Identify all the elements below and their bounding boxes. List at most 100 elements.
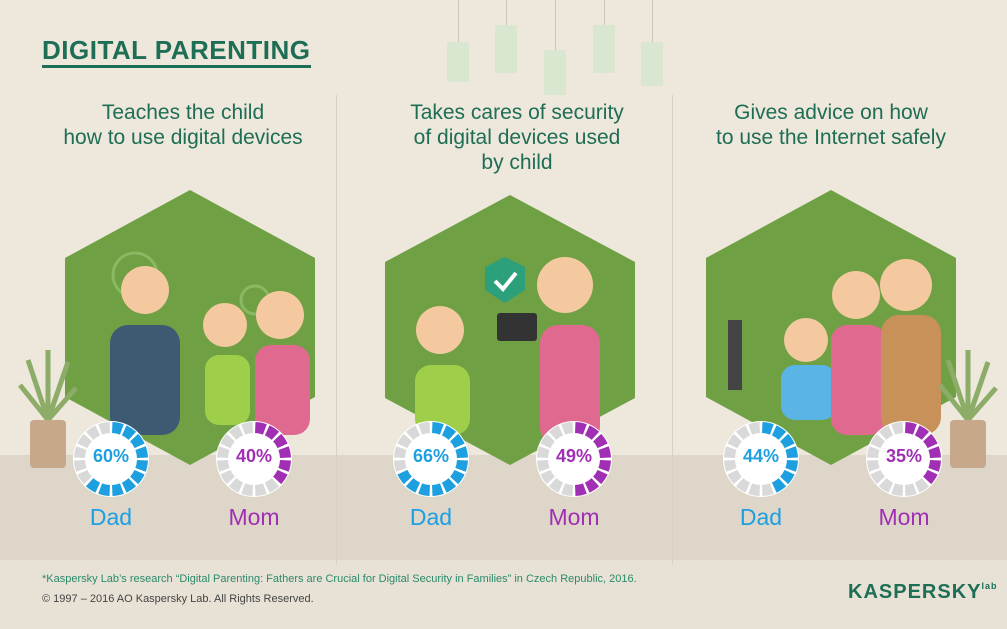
donut-segment xyxy=(278,446,291,458)
mom-percent-label: 40% xyxy=(235,446,273,466)
donut-segment xyxy=(418,483,430,496)
donut-segment xyxy=(780,433,795,449)
mom-percentage-donut: 40% Mom xyxy=(215,420,293,531)
donut-ring xyxy=(723,421,799,497)
donut-segment xyxy=(273,469,288,485)
donut-segment xyxy=(540,469,555,485)
donut-segment xyxy=(540,433,555,449)
donut-segment xyxy=(135,460,148,472)
heading-line: Takes cares of security xyxy=(410,101,624,124)
donut-segment xyxy=(255,422,267,435)
donut-segment xyxy=(561,422,573,435)
donut-segment xyxy=(867,446,880,458)
donut-segment xyxy=(77,433,92,449)
donut-segment xyxy=(405,478,421,493)
donut-segment xyxy=(928,460,941,472)
donut-segment xyxy=(441,478,457,493)
donut-ring xyxy=(73,421,149,497)
heading-line: by child xyxy=(481,151,553,174)
donut-segment xyxy=(397,469,412,485)
mom-percent-label: 49% xyxy=(555,446,593,466)
plant-icon xyxy=(938,350,998,468)
donut-segment xyxy=(418,422,430,435)
donut-segment xyxy=(748,483,760,496)
donut-segment xyxy=(74,446,87,458)
copyright: © 1997 – 2016 AO Kaspersky Lab. All Righ… xyxy=(42,593,314,605)
donut-segment xyxy=(724,460,737,472)
donut-segment xyxy=(432,422,444,435)
donut-segment xyxy=(264,425,280,440)
donut-segment xyxy=(923,433,938,449)
donut-segment xyxy=(397,433,412,449)
lamp-icon xyxy=(593,25,615,73)
mom-percentage-donut: 35% Mom xyxy=(865,420,943,531)
donut-segment xyxy=(735,478,751,493)
donut-segment xyxy=(455,446,468,458)
shield-icon xyxy=(485,257,525,303)
child-figure-icon xyxy=(416,306,464,354)
dad-label: Dad xyxy=(739,504,783,530)
donut-segment xyxy=(121,425,137,440)
lamp-wire xyxy=(604,0,605,25)
donut-segment xyxy=(914,478,930,493)
lamp-icon xyxy=(495,25,517,73)
donut-segment xyxy=(130,469,145,485)
illustration-hexagon xyxy=(65,190,315,465)
lamp-wire xyxy=(555,0,556,50)
dad-percent-label: 66% xyxy=(412,446,450,466)
donut-segment xyxy=(727,433,742,449)
logo-suffix: lab xyxy=(981,581,998,591)
mom-percentage-donut: 49% Mom xyxy=(535,420,613,531)
donut-segment xyxy=(74,460,87,472)
donut-segment xyxy=(598,460,611,472)
donut-segment xyxy=(278,460,291,472)
donut-segment xyxy=(98,483,110,496)
heading-line: Gives advice on how xyxy=(734,101,928,124)
donut-segment xyxy=(405,425,421,440)
donut-segment xyxy=(217,460,230,472)
donut-segment xyxy=(450,469,465,485)
logo-text: KASPERSKY xyxy=(848,581,982,603)
donut-segment xyxy=(85,478,101,493)
donut-segment xyxy=(228,425,244,440)
donut-background xyxy=(216,421,292,497)
donut-segment xyxy=(748,422,760,435)
illustration-hexagon xyxy=(706,190,956,465)
heading-line: to use the Internet safely xyxy=(716,126,946,149)
mom-label: Mom xyxy=(548,504,600,530)
dad-label: Dad xyxy=(89,504,133,530)
donut-segment xyxy=(891,483,903,496)
donut-segment xyxy=(112,422,124,435)
donut-segment xyxy=(77,469,92,485)
donut-background xyxy=(73,421,149,497)
lamp-icon xyxy=(641,42,663,86)
donut-segment xyxy=(878,478,894,493)
donut-segment xyxy=(584,425,600,440)
donut-segment xyxy=(394,446,407,458)
donut-segment xyxy=(785,460,798,472)
donut-segment xyxy=(771,478,787,493)
donut-segment xyxy=(255,483,267,496)
donut-segment xyxy=(112,483,124,496)
dad-percent-label: 60% xyxy=(92,446,130,466)
mom-percent-label: 35% xyxy=(885,446,923,466)
donut-background xyxy=(866,421,942,497)
donut-segment xyxy=(264,478,280,493)
section-divider xyxy=(672,95,673,565)
donut-ring xyxy=(536,421,612,497)
plant-icon xyxy=(18,350,78,468)
dad-percentage-donut: 60% Dad xyxy=(72,420,150,531)
donut-segment xyxy=(914,425,930,440)
footer-bar xyxy=(0,560,1007,629)
donut-segment xyxy=(575,483,587,496)
donut-segment xyxy=(891,422,903,435)
donut-segment xyxy=(905,422,917,435)
donut-segment xyxy=(85,425,101,440)
donut-segment xyxy=(867,460,880,472)
donut-segment xyxy=(228,478,244,493)
dad-label: Dad xyxy=(409,504,453,530)
donut-segment xyxy=(905,483,917,496)
section-heading: Teaches the child how to use digital dev… xyxy=(23,100,343,150)
dad-percentage-donut: 44% Dad xyxy=(722,420,800,531)
donut-segment xyxy=(923,469,938,485)
